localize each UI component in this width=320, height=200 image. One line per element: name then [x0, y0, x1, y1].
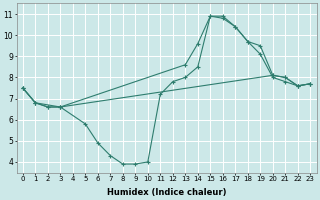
X-axis label: Humidex (Indice chaleur): Humidex (Indice chaleur) — [107, 188, 226, 197]
